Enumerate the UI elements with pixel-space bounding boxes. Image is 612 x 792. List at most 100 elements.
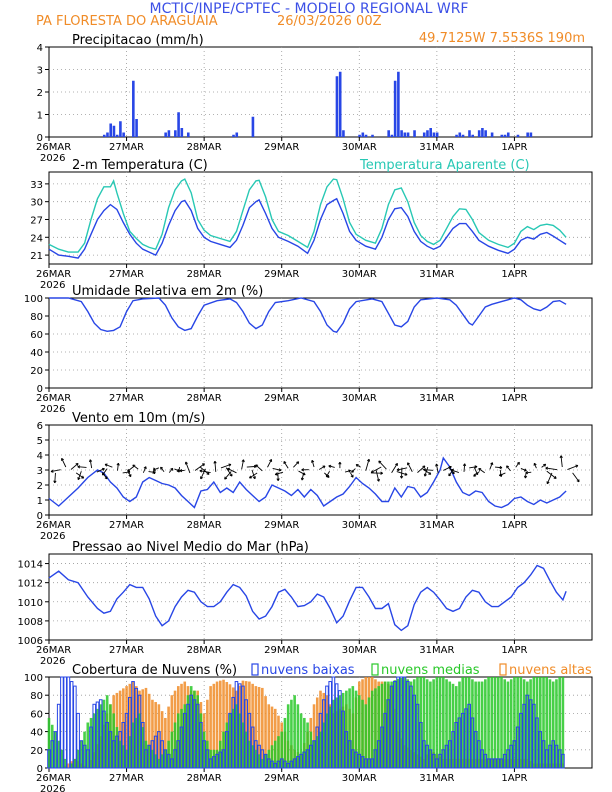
cloud-bar-nuvens-baixas	[302, 751, 307, 769]
cloud-bar-nuvens-baixas	[95, 701, 100, 769]
cloud-bar-nuvens-medias	[83, 731, 86, 768]
x-axis-year: 2026	[40, 531, 65, 542]
cloud-bar-nuvens-baixas	[386, 699, 391, 769]
wind-arrow	[545, 467, 558, 471]
cloud-bar-nuvens-medias	[538, 677, 542, 768]
precip-bar	[358, 134, 361, 137]
cloud-bar-nuvens-baixas	[257, 744, 261, 769]
x-tick-label: 1APR	[501, 393, 527, 404]
wind-arrow-head	[81, 475, 85, 479]
cloud-bar-nuvens-altas	[125, 686, 128, 768]
wind-arrow-head	[380, 471, 383, 475]
cloud-bar-nuvens-medias	[270, 745, 274, 768]
x-tick-label: 31MAR	[419, 142, 454, 153]
cloud-bar-nuvens-medias	[151, 749, 154, 768]
precip-bar	[471, 134, 475, 137]
wind-arrow-head	[276, 478, 280, 481]
wind-arrow-head	[478, 468, 482, 471]
cloud-bar-nuvens-baixas	[212, 756, 216, 769]
wind-arrow-head	[184, 461, 188, 465]
cloud-bar-nuvens-baixas	[412, 694, 417, 769]
cloud-bar-nuvens-medias	[186, 695, 190, 768]
precip-bar	[403, 132, 407, 137]
wind-arrow	[424, 466, 429, 477]
y-tick-label: 4	[37, 43, 43, 54]
cloud-bar-nuvens-baixas	[444, 744, 449, 769]
cloud-bar-nuvens-altas	[244, 681, 248, 768]
precip-bar	[390, 134, 394, 137]
y-tick-label: 6	[37, 421, 43, 432]
cloud-bar-nuvens-medias	[332, 699, 335, 768]
cloud-bar-nuvens-altas	[122, 688, 125, 768]
x-tick-label: 1APR	[501, 269, 527, 280]
cloud-bar-nuvens-baixas	[441, 749, 446, 769]
y-tick-label: 1006	[18, 636, 43, 647]
wind-arrow	[267, 459, 272, 468]
cloud-bar-nuvens-medias	[96, 708, 99, 768]
x-tick-label: 26MAR	[36, 269, 71, 280]
wind-arrow-head	[448, 473, 452, 477]
cloud-bar-nuvens-baixas	[289, 760, 294, 769]
cloud-bar-nuvens-baixas	[115, 735, 119, 769]
wind-arrow-head	[152, 471, 156, 475]
cloud-bar-nuvens-medias	[286, 704, 290, 768]
wind-arrow	[153, 467, 160, 471]
precip-bar	[371, 134, 374, 137]
wind-arrow-head	[355, 464, 359, 467]
cloud-bar-nuvens-baixas	[347, 740, 352, 769]
x-tick-label: 30MAR	[342, 520, 377, 531]
wind-arrow-head	[575, 464, 579, 468]
wind-arrow-head	[533, 462, 537, 466]
cloud-bar-nuvens-baixas	[50, 740, 55, 769]
cloud-bar-nuvens-baixas	[124, 712, 129, 769]
x-tick-label: 1APR	[501, 773, 527, 784]
cloud-bar-nuvens-medias	[60, 749, 64, 768]
precip-bar	[132, 80, 135, 137]
cloud-bar-nuvens-altas	[144, 687, 148, 768]
cloud-bar-nuvens-altas	[147, 693, 151, 768]
cloud-bar-nuvens-medias	[357, 695, 361, 768]
wind-arrow-head	[128, 474, 132, 478]
x-tick-label: 26MAR	[36, 142, 71, 153]
cloud-bar-nuvens-baixas	[63, 676, 67, 769]
cloud-bar-nuvens-altas	[319, 690, 322, 768]
y-tick-label: 60	[30, 709, 43, 720]
cloud-bar-nuvens-baixas	[509, 744, 513, 769]
precip-bar	[106, 132, 109, 137]
wind-arrow	[344, 470, 351, 473]
cloud-bar-nuvens-baixas	[318, 712, 323, 769]
wind-arrow-head	[160, 466, 164, 470]
cloud-bar-nuvens-baixas	[431, 753, 436, 769]
cloud-bar-nuvens-baixas	[296, 756, 300, 769]
cloud-bar-nuvens-baixas	[128, 696, 132, 769]
x-tick-label: 1APR	[501, 645, 527, 656]
cloud-bar-nuvens-altas	[118, 690, 122, 768]
cloud-bar-nuvens-medias	[396, 678, 400, 768]
panel-precip: 0 1 2 3 4 26MAR 27MAR 28MAR 29MAR 30MAR 31MAR 1APR 2…	[36, 33, 593, 164]
cloud-bar-nuvens-baixas	[464, 708, 468, 769]
y-tick-label: 20	[30, 746, 43, 757]
x-tick-label: 30MAR	[342, 142, 377, 153]
panel-title: 2-m Temperatura (C)	[72, 158, 208, 173]
wind-arrow-head	[224, 476, 228, 480]
wind-arrow-head	[252, 476, 256, 480]
cloud-bar-nuvens-altas	[157, 704, 161, 768]
wind-arrow	[272, 467, 282, 471]
wind-arrow	[375, 469, 380, 482]
cloud-bar-nuvens-baixas	[237, 683, 242, 769]
wind-arrow	[450, 469, 459, 473]
cloud-bar-nuvens-baixas	[470, 717, 475, 769]
panel-wind: 0 1 2 3 4 5 6 26MAR 27MAR 28MAR 29MAR 30MAR 31MAR 1AP…	[36, 411, 593, 542]
cloud-bar-nuvens-baixas	[76, 712, 80, 769]
wind-arrow	[463, 463, 466, 472]
cloud-bar-nuvens-medias	[280, 731, 284, 768]
cloud-bar-nuvens-baixas	[111, 740, 116, 769]
cloud-bar-nuvens-baixas	[532, 703, 536, 769]
wind-arrow	[293, 461, 300, 468]
wind-arrow-head	[423, 473, 427, 477]
precip-bar	[477, 130, 481, 137]
cloud-bar-nuvens-baixas	[457, 717, 462, 769]
wind-arrow	[61, 458, 67, 468]
cloud-bar-nuvens-medias	[80, 740, 83, 768]
legend-swatch	[371, 663, 379, 676]
